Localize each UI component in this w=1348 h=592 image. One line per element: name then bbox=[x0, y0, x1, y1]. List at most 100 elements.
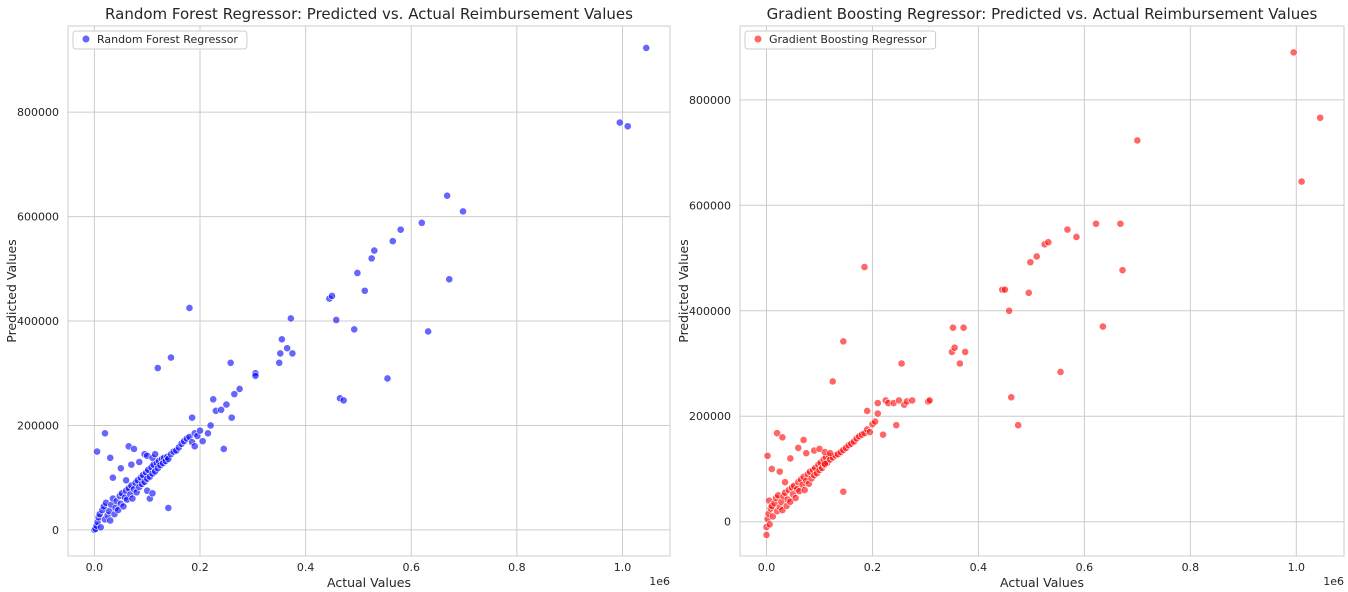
scatter-point bbox=[204, 429, 212, 438]
scatter-point bbox=[122, 476, 130, 485]
scatter-point bbox=[1133, 136, 1142, 145]
scatter-point bbox=[892, 421, 901, 430]
legend-entry: Gradient Boosting Regressor bbox=[769, 33, 927, 46]
scatter-point bbox=[1026, 258, 1035, 267]
scatter-point bbox=[275, 358, 284, 367]
scatter-point bbox=[794, 443, 803, 452]
scatter-point bbox=[839, 337, 848, 346]
scatter-point bbox=[800, 486, 809, 494]
scatter-point bbox=[1092, 219, 1100, 228]
scatter-point bbox=[288, 349, 297, 358]
scatter-point bbox=[196, 426, 204, 435]
scatter-point bbox=[1099, 322, 1107, 331]
scatter-point bbox=[778, 433, 787, 442]
scatter-point bbox=[786, 454, 795, 463]
scatter-point bbox=[276, 349, 285, 358]
scatter-point bbox=[219, 445, 228, 453]
scatter-point bbox=[217, 405, 226, 414]
scatter-point bbox=[1032, 252, 1041, 261]
scatter-point bbox=[908, 396, 917, 405]
x-offset-label: 1e6 bbox=[649, 575, 670, 588]
scatter-point bbox=[148, 489, 157, 498]
scatter-point bbox=[135, 458, 144, 466]
scatter-point bbox=[151, 450, 160, 459]
x-tick-label: 0.2 bbox=[864, 561, 882, 574]
y-tick-label: 0 bbox=[724, 516, 731, 529]
y-axis-label: Predicted Values bbox=[4, 239, 19, 343]
x-tick-label: 0.8 bbox=[508, 561, 526, 574]
legend-box bbox=[744, 30, 937, 50]
scatter-point bbox=[802, 449, 811, 458]
scatter-point bbox=[895, 396, 903, 405]
y-axis-label: Predicted Values bbox=[676, 239, 691, 343]
scatter-point bbox=[128, 494, 137, 503]
scatter-point bbox=[164, 504, 173, 512]
y-tick-label: 800000 bbox=[17, 106, 59, 119]
scatter-point bbox=[283, 344, 292, 353]
scatter-point bbox=[873, 409, 882, 418]
x-tick-label: 0.0 bbox=[758, 561, 776, 574]
scatter-point bbox=[1289, 48, 1298, 57]
scatter-point bbox=[762, 531, 771, 539]
scatter-point bbox=[353, 269, 362, 277]
y-tick-label: 600000 bbox=[17, 211, 59, 224]
x-tick-labels: 0.0 0.2 0.4 0.6 0.8 1.0 bbox=[86, 561, 632, 574]
x-tick-labels: 0.0 0.2 0.4 0.6 0.8 1.0 bbox=[758, 561, 1305, 574]
chart-title: Gradient Boosting Regressor: Predicted v… bbox=[767, 5, 1318, 23]
x-tick-label: 0.6 bbox=[402, 561, 420, 574]
scatter-point bbox=[873, 399, 882, 407]
scatter-point bbox=[424, 327, 433, 336]
x-axis-label: Actual Values bbox=[1000, 575, 1084, 590]
scatter-point bbox=[108, 473, 117, 482]
scatter-point bbox=[781, 478, 789, 487]
scatter-point bbox=[615, 118, 624, 127]
scatter-point bbox=[226, 358, 235, 367]
scatter-point bbox=[865, 428, 874, 436]
scatter-point bbox=[350, 325, 359, 334]
scatter-point bbox=[198, 437, 207, 446]
y-tick-label: 0 bbox=[52, 524, 59, 537]
scatter-point bbox=[185, 304, 194, 312]
scatter-point bbox=[209, 395, 218, 404]
scatter-points bbox=[90, 44, 651, 534]
gradient-boosting-panel: 0.0 0.2 0.4 0.6 0.8 1.0 0 200000 400000 600000 80… bbox=[676, 5, 1345, 590]
scatter-point bbox=[101, 429, 109, 438]
scatter-point bbox=[230, 390, 239, 399]
scatter-point bbox=[768, 512, 777, 521]
scatter-point bbox=[106, 516, 115, 525]
scatter-point bbox=[1024, 288, 1033, 297]
y-tick-label: 400000 bbox=[689, 305, 731, 318]
scatter-point bbox=[339, 396, 348, 405]
scatter-point bbox=[767, 465, 776, 473]
x-tick-label: 0.0 bbox=[86, 561, 104, 574]
y-tick-label: 800000 bbox=[689, 94, 731, 107]
x-tick-label: 1.0 bbox=[1288, 561, 1306, 574]
scatter-point bbox=[227, 413, 236, 422]
plot-frame bbox=[67, 25, 671, 557]
scatter-point bbox=[1063, 225, 1072, 234]
scatter-point bbox=[860, 263, 869, 271]
scatter-point bbox=[277, 335, 286, 344]
scatter-point bbox=[763, 451, 772, 460]
y-tick-label: 200000 bbox=[17, 419, 59, 432]
scatter-point bbox=[950, 343, 959, 352]
scatter-point bbox=[1005, 306, 1014, 315]
chart-title: Random Forest Regressor: Predicted vs. A… bbox=[105, 5, 633, 23]
legend: Gradient Boosting Regressor bbox=[744, 30, 937, 50]
y-tick-label: 600000 bbox=[689, 199, 731, 212]
y-tick-label: 200000 bbox=[689, 410, 731, 423]
legend-box bbox=[72, 30, 248, 50]
scatter-point bbox=[1297, 177, 1306, 186]
scatter-point bbox=[961, 348, 970, 356]
scatter-point bbox=[251, 371, 260, 380]
scatter-point bbox=[106, 453, 115, 462]
scatter-point bbox=[370, 246, 379, 255]
scatter-point bbox=[623, 122, 632, 131]
scatter-point bbox=[96, 523, 105, 532]
scatter-point bbox=[167, 353, 175, 362]
scatter-point bbox=[235, 385, 244, 393]
scatter-point bbox=[153, 364, 162, 372]
scatter-point bbox=[443, 191, 452, 200]
scatter-point bbox=[1316, 113, 1325, 122]
